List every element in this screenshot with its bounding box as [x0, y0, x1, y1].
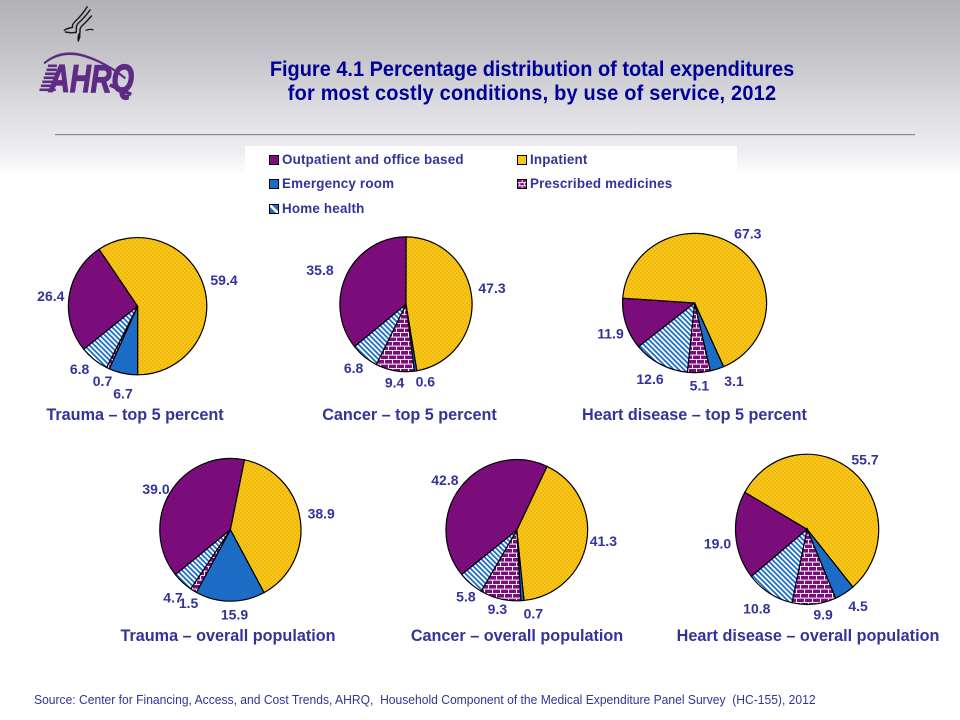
- svg-text:0.6: 0.6: [416, 373, 436, 389]
- svg-text:3.1: 3.1: [724, 373, 744, 389]
- svg-text:0.7: 0.7: [93, 373, 113, 389]
- svg-text:6.7: 6.7: [113, 385, 133, 401]
- svg-text:9.3: 9.3: [488, 601, 508, 617]
- svg-text:4.7: 4.7: [163, 589, 183, 605]
- svg-text:10.8: 10.8: [743, 601, 770, 617]
- svg-text:1.5: 1.5: [179, 595, 199, 611]
- svg-text:5.8: 5.8: [456, 589, 476, 605]
- svg-text:9.4: 9.4: [385, 374, 405, 390]
- svg-text:6.8: 6.8: [344, 360, 364, 376]
- svg-text:12.6: 12.6: [636, 371, 663, 387]
- svg-text:5.1: 5.1: [690, 377, 710, 393]
- svg-text:39.0: 39.0: [142, 481, 169, 497]
- svg-text:6.8: 6.8: [70, 361, 90, 377]
- svg-text:AHRQ: AHRQ: [48, 58, 134, 101]
- svg-text:55.7: 55.7: [851, 452, 878, 468]
- svg-text:59.4: 59.4: [210, 272, 237, 288]
- svg-text:47.3: 47.3: [478, 280, 505, 296]
- svg-text:26.4: 26.4: [37, 288, 64, 304]
- svg-text:41.3: 41.3: [590, 533, 617, 549]
- svg-text:35.8: 35.8: [306, 262, 333, 278]
- svg-text:42.8: 42.8: [431, 472, 458, 488]
- svg-text:67.3: 67.3: [734, 225, 761, 241]
- svg-text:9.9: 9.9: [813, 607, 833, 623]
- svg-text:19.0: 19.0: [704, 535, 731, 551]
- svg-text:4.5: 4.5: [848, 598, 868, 614]
- svg-text:11.9: 11.9: [597, 326, 624, 342]
- svg-text:0.7: 0.7: [524, 605, 544, 621]
- svg-text:15.9: 15.9: [221, 607, 248, 623]
- svg-text:38.9: 38.9: [308, 506, 335, 522]
